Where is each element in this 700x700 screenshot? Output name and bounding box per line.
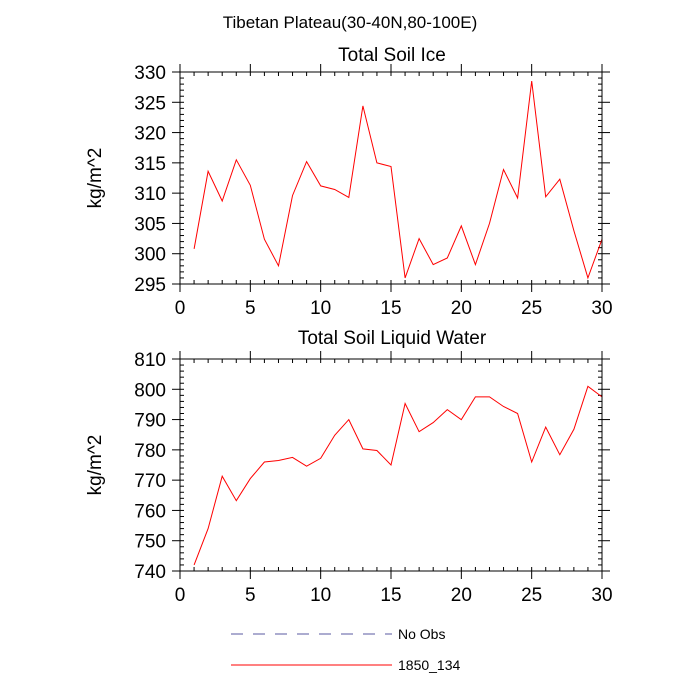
- series-line-1850-134: [193, 81, 603, 280]
- y-tick-label: 320: [134, 124, 166, 145]
- y-tick-label: 300: [134, 245, 166, 266]
- x-tick-label: 15: [380, 585, 401, 606]
- panel-total-soil-ice: Total Soil Ice kg/m^2 295300305310315320…: [85, 45, 613, 319]
- x-tick-label: 30: [591, 585, 612, 606]
- figure-suptitle: Tibetan Plateau(30-40N,80-100E): [223, 13, 478, 32]
- y-tick-label: 295: [134, 275, 166, 296]
- axis-ticks: [172, 64, 610, 292]
- legend-label-1850-134: 1850_134: [398, 657, 461, 673]
- x-tick-label: 10: [310, 298, 331, 319]
- panel-title: Total Soil Ice: [338, 45, 446, 66]
- y-tick-label: 310: [134, 184, 166, 205]
- x-tick-label: 0: [175, 298, 186, 319]
- x-tick-label: 20: [451, 298, 472, 319]
- plot-frame: [179, 71, 603, 285]
- panel-total-soil-liquid-water: Total Soil Liquid Water kg/m^2 740 750 760…: [85, 328, 613, 606]
- x-tick-label: 0: [175, 585, 186, 606]
- y-axis-label: kg/m^2: [85, 435, 106, 496]
- y-tick-label: 800: [134, 380, 166, 401]
- x-tick-label: 10: [310, 585, 331, 606]
- x-tick-label: 30: [591, 298, 612, 319]
- legend: No Obs 1850_134: [231, 626, 461, 673]
- y-tick-label: 750: [134, 532, 166, 553]
- x-tick-label: 25: [521, 585, 542, 606]
- x-tick-label: 25: [521, 298, 542, 319]
- series-layer: [193, 385, 603, 566]
- x-tick-label: 20: [451, 585, 472, 606]
- y-tick-label: 305: [134, 214, 166, 235]
- x-tick-label: 15: [380, 298, 401, 319]
- series-line-1850-134: [193, 385, 603, 566]
- tick-labels: 740 750 760 770 780 790 800 810 0 5 10 15 20 25 30: [134, 350, 612, 606]
- panel-title: Total Soil Liquid Water: [298, 328, 487, 349]
- y-axis-label: kg/m^2: [85, 148, 106, 209]
- y-tick-label: 740: [134, 562, 166, 583]
- legend-label-no-obs: No Obs: [398, 626, 445, 642]
- tick-labels: 295 300 305 310 315 320 325 330 0 5 10 15 20 25 30: [134, 63, 612, 319]
- y-tick-label: 810: [134, 350, 166, 371]
- y-tick-label: 315: [134, 154, 166, 175]
- plot-frame: [179, 358, 603, 572]
- y-tick-label: 770: [134, 471, 166, 492]
- series-layer: [193, 81, 603, 280]
- y-tick-label: 780: [134, 441, 166, 462]
- y-tick-label: 760: [134, 501, 166, 522]
- y-tick-label: 790: [134, 411, 166, 432]
- y-tick-label: 325: [134, 93, 166, 114]
- y-tick-label: 330: [134, 63, 166, 84]
- x-tick-label: 5: [245, 585, 256, 606]
- x-tick-label: 5: [245, 298, 256, 319]
